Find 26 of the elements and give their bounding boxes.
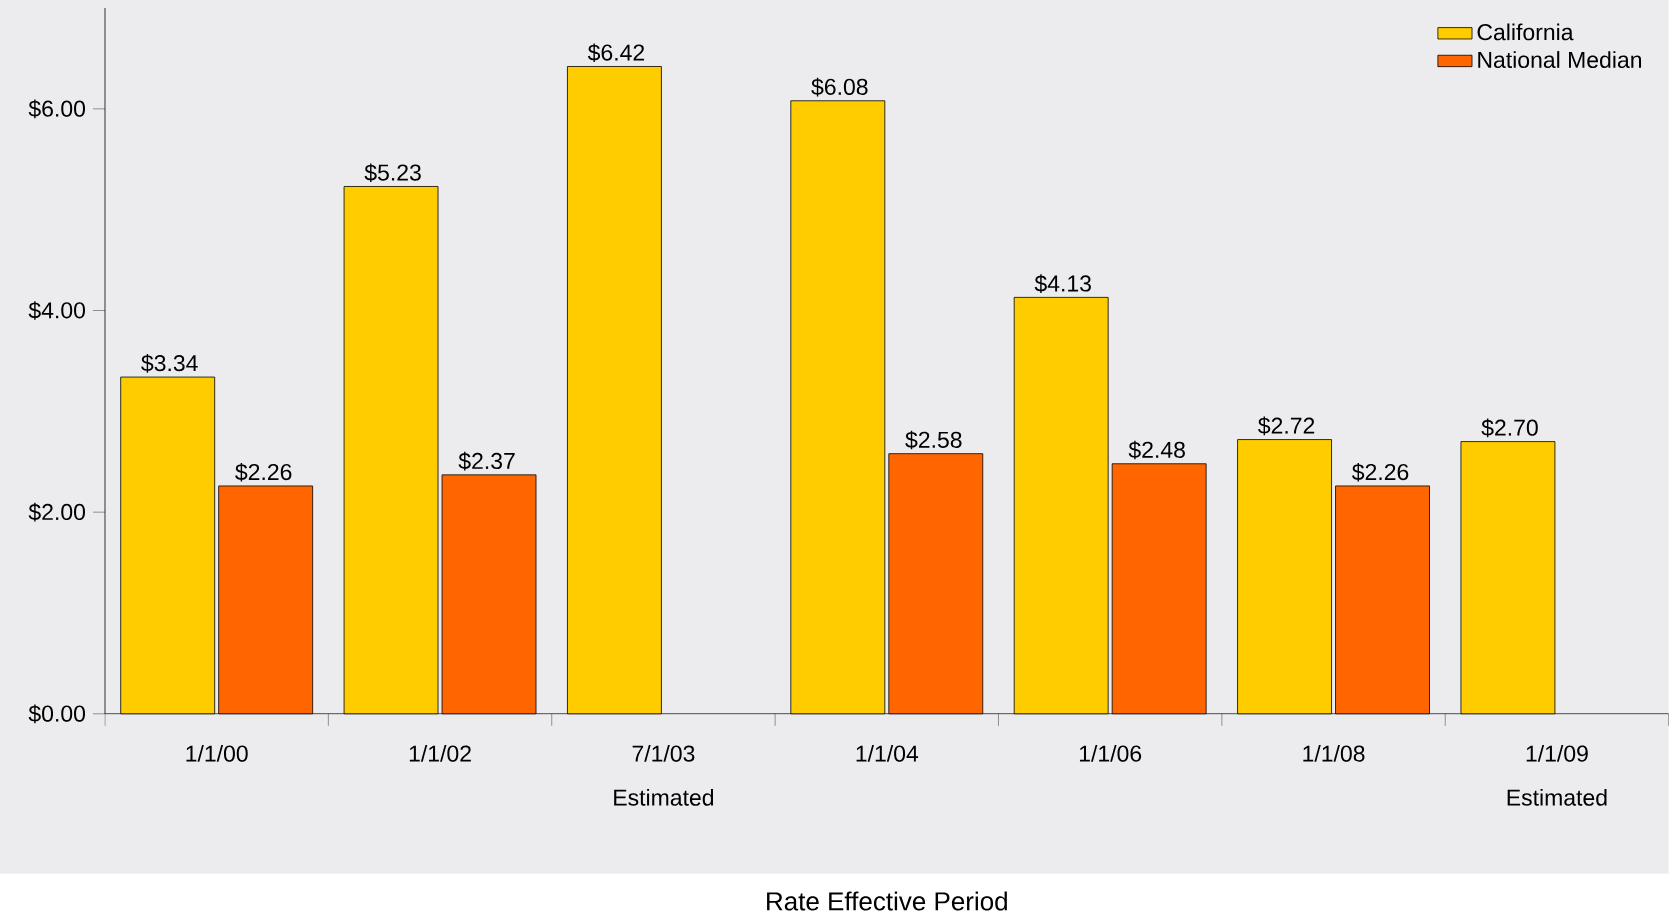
data-label: $2.26 [235,462,292,482]
data-label: $3.34 [141,353,198,373]
x-tick-label: 1/1/04 [856,744,919,762]
x-tick-label: 1/1/08 [1303,744,1365,762]
legend-label: California [1477,23,1574,41]
data-label: $2.48 [1128,440,1185,460]
y-tick-label: $6.00 [28,99,86,119]
data-label: $4.13 [1034,274,1091,293]
data-label: $2.26 [1352,462,1409,482]
x-tick-label: 1/1/06 [1079,744,1142,762]
x-axis-title: Rate Effective Period [767,891,1007,911]
data-label: $6.08 [811,77,868,97]
data-label: $2.58 [905,430,962,450]
legend-label: National Median [1478,51,1642,68]
data-label: $2.72 [1258,416,1315,436]
y-tick-label: $2.00 [28,502,86,522]
x-tick-label: 1/1/09 Estimated [1507,744,1607,806]
data-label: $2.70 [1481,418,1538,438]
x-tick-label: 7/1/03 Estimated [614,744,714,806]
data-label: $5.23 [364,163,421,182]
x-tick-label: 1/1/02 [409,744,471,762]
data-label: $2.37 [458,451,515,471]
x-tick-label: 1/1/00 [186,744,248,762]
y-tick-label: $4.00 [28,301,86,320]
y-tick-label: $0.00 [28,704,86,724]
data-label: $6.42 [587,43,645,62]
